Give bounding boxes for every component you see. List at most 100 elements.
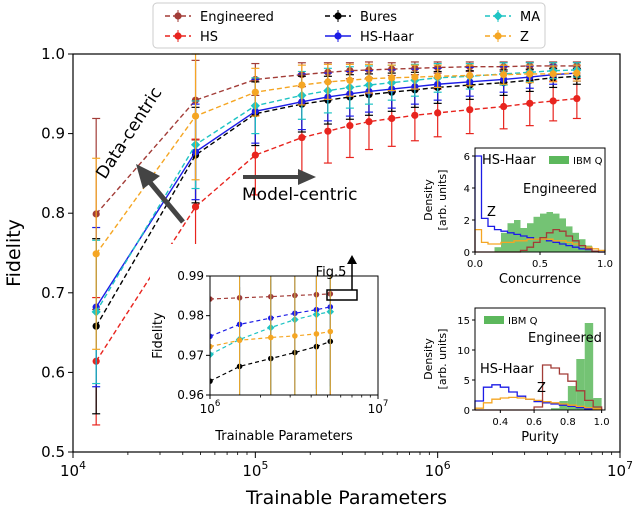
hist-bar [507,223,514,252]
y-tick-label: 4 [464,184,470,195]
y-tick-label: 10 [457,346,470,357]
x-tick-label: 104 [60,459,86,480]
series-z [92,53,581,350]
inset-series-group [210,276,335,395]
legend-label: Engineered [200,10,274,25]
data-point [191,203,200,211]
x-axis-label: Concurrence [499,272,581,287]
hist-bar [540,213,547,252]
fig5-arrow-head [347,255,357,264]
legend-swatch [484,316,504,324]
y-tick-label: 2 [464,216,470,227]
data-point [388,74,396,82]
hist-bar [593,398,602,410]
hist-step [474,228,606,252]
data-point [411,111,419,119]
hist-bar [572,232,579,252]
hist-bar [550,408,560,410]
hist-bar [520,228,527,252]
data-point [365,75,373,83]
data-point [324,78,332,86]
data-point [573,69,581,77]
hist-bar [553,213,560,252]
x-tick-label: 107 [607,459,633,480]
data-point [526,99,534,107]
data-point [549,70,557,78]
inset-series-z [210,276,334,395]
curve-label: Z [537,381,546,396]
x-tick-label: 106 [425,459,451,480]
x-tick-label: 0.0 [467,259,483,270]
curve-label: HS-Haar [482,153,536,168]
inset-frame [474,307,606,411]
data-centric-arrow-head [136,164,160,189]
y-tick-label: 0.97 [177,348,204,362]
x-axis-label: Trainable Parameters [214,429,353,444]
data-point [210,350,214,359]
legend-label: IBM Q [573,156,603,167]
data-point [210,296,213,302]
data-point [466,71,474,80]
x-tick-label: 105 [242,459,268,480]
hist-z [474,396,603,410]
data-point [434,109,442,117]
data-point [549,97,557,105]
y-tick-label: 0.98 [177,309,204,323]
hist-bar [494,247,501,252]
data-point [388,114,396,123]
x-tick-label: 0.8 [560,417,576,428]
legend-label: HS [200,30,218,45]
data-point [210,343,213,350]
legend-label: MA [520,10,540,25]
fig5-label: Fig.5 [316,265,347,280]
inset-legend: IBM Q [549,156,603,167]
hist-bar [546,212,553,252]
data-point [210,333,213,340]
series-line [210,311,331,356]
data-point [191,112,200,120]
data-centric-arrow-shaft [146,178,185,224]
legend-item: Engineered [165,10,274,25]
hist-step [474,396,603,410]
legend-item: Z [485,30,529,45]
data-point [411,73,419,81]
data-point [573,94,581,103]
legend: Engineered HS Bures HS-Haar MA Z [152,2,546,49]
inset-legend: IBM Q [484,316,538,327]
x-tick-label: 1.0 [594,417,610,428]
y-tick-label: 6 [464,152,470,163]
data-point [236,337,243,344]
model-centric-label: Model-centric [242,185,357,205]
series-line [210,330,331,348]
legend-label: Bures [360,10,397,25]
y-axis-label: Fidelity [151,312,166,359]
data-point [313,331,320,337]
curve-label: Engineered [523,182,597,197]
data-point [251,88,259,96]
legend-label: HS-Haar [360,30,414,45]
inset-background [425,142,611,288]
data-point [324,127,332,135]
x-tick-label: 107 [368,399,389,416]
hist-bar [576,359,585,410]
legend-item: Bures [325,10,397,25]
y-tick-label: 0 [464,406,470,417]
plot-frame [72,53,621,453]
data-point [251,151,259,159]
data-point [346,76,354,84]
y-axis-label: Density[arb. units] [422,329,449,390]
data-centric-label: Data-centric [92,84,166,183]
data-point [298,81,306,89]
legend-label: Z [520,30,529,45]
y-tick-label: 5 [464,376,470,387]
hist-bar [514,220,521,252]
data-point [365,118,373,126]
data-point [210,378,213,384]
legend-label: IBM Q [508,316,538,327]
legend-item: HS-Haar [325,30,414,45]
legend-item: HS [165,30,218,45]
y-tick-label: 0.5 [41,443,65,461]
inset-frame [209,275,379,396]
data-point [466,106,474,114]
